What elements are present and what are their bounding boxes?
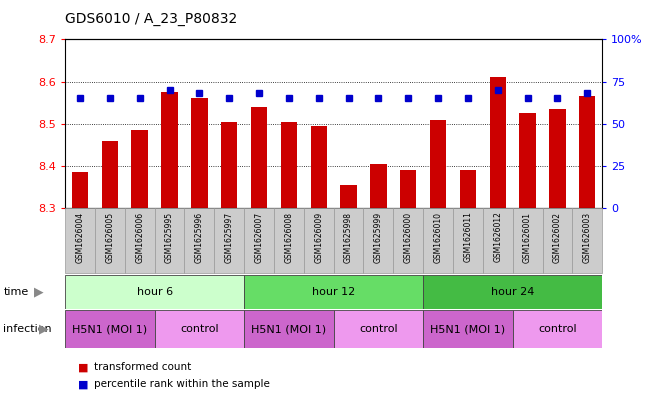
Text: GSM1625995: GSM1625995 bbox=[165, 211, 174, 263]
Text: GSM1626003: GSM1626003 bbox=[583, 211, 592, 263]
Text: control: control bbox=[538, 324, 577, 334]
Text: GSM1626004: GSM1626004 bbox=[76, 211, 85, 263]
Bar bbox=[370, 164, 387, 208]
Text: H5N1 (MOI 1): H5N1 (MOI 1) bbox=[430, 324, 505, 334]
Bar bbox=[340, 185, 357, 208]
Bar bbox=[125, 208, 155, 273]
Bar bbox=[191, 98, 208, 208]
Text: GDS6010 / A_23_P80832: GDS6010 / A_23_P80832 bbox=[65, 12, 238, 26]
Text: H5N1 (MOI 1): H5N1 (MOI 1) bbox=[251, 324, 326, 334]
Bar bbox=[244, 208, 274, 273]
Text: transformed count: transformed count bbox=[94, 362, 191, 373]
Text: GSM1626011: GSM1626011 bbox=[464, 211, 473, 263]
Bar bbox=[423, 275, 602, 309]
Bar bbox=[244, 275, 423, 309]
Bar bbox=[244, 310, 333, 348]
Bar bbox=[572, 208, 602, 273]
Bar bbox=[221, 122, 238, 208]
Bar bbox=[334, 208, 363, 273]
Bar bbox=[423, 310, 513, 348]
Text: GSM1626006: GSM1626006 bbox=[135, 211, 144, 263]
Bar bbox=[542, 208, 572, 273]
Text: hour 6: hour 6 bbox=[137, 287, 173, 297]
Bar bbox=[393, 208, 423, 273]
Bar bbox=[423, 208, 453, 273]
Text: control: control bbox=[359, 324, 398, 334]
Text: control: control bbox=[180, 324, 219, 334]
Bar bbox=[65, 310, 155, 348]
Bar bbox=[95, 208, 125, 273]
Bar bbox=[519, 113, 536, 208]
Text: GSM1626000: GSM1626000 bbox=[404, 211, 413, 263]
Text: ■: ■ bbox=[78, 362, 89, 373]
Text: GSM1626007: GSM1626007 bbox=[255, 211, 264, 263]
Text: GSM1625997: GSM1625997 bbox=[225, 211, 234, 263]
Text: GSM1626009: GSM1626009 bbox=[314, 211, 323, 263]
Text: GSM1626008: GSM1626008 bbox=[284, 211, 294, 263]
Text: GSM1626001: GSM1626001 bbox=[523, 211, 532, 263]
Bar bbox=[65, 275, 244, 309]
Text: GSM1625998: GSM1625998 bbox=[344, 211, 353, 263]
Bar bbox=[549, 109, 566, 208]
Bar bbox=[184, 208, 214, 273]
Bar bbox=[513, 310, 602, 348]
Bar bbox=[400, 170, 417, 208]
Text: GSM1626010: GSM1626010 bbox=[434, 211, 443, 263]
Bar bbox=[65, 208, 95, 273]
Bar bbox=[161, 92, 178, 208]
Bar bbox=[334, 310, 423, 348]
Text: GSM1626005: GSM1626005 bbox=[105, 211, 115, 263]
Text: GSM1625999: GSM1625999 bbox=[374, 211, 383, 263]
Text: GSM1625996: GSM1625996 bbox=[195, 211, 204, 263]
Bar bbox=[311, 126, 327, 208]
Text: GSM1626002: GSM1626002 bbox=[553, 211, 562, 263]
Bar bbox=[102, 141, 118, 208]
Bar bbox=[274, 208, 304, 273]
Bar bbox=[304, 208, 333, 273]
Bar bbox=[281, 122, 297, 208]
Bar bbox=[155, 310, 244, 348]
Bar bbox=[214, 208, 244, 273]
Text: H5N1 (MOI 1): H5N1 (MOI 1) bbox=[72, 324, 147, 334]
Bar bbox=[155, 208, 184, 273]
Text: infection: infection bbox=[3, 324, 52, 334]
Bar bbox=[132, 130, 148, 208]
Text: GSM1626012: GSM1626012 bbox=[493, 211, 502, 263]
Bar bbox=[430, 119, 447, 208]
Bar bbox=[453, 208, 483, 273]
Text: hour 12: hour 12 bbox=[312, 287, 355, 297]
Bar bbox=[483, 208, 513, 273]
Text: ▶: ▶ bbox=[34, 285, 44, 298]
Bar bbox=[579, 96, 596, 208]
Bar bbox=[460, 170, 476, 208]
Text: ▶: ▶ bbox=[39, 323, 49, 336]
Bar bbox=[490, 77, 506, 208]
Bar bbox=[251, 107, 268, 208]
Text: ■: ■ bbox=[78, 379, 89, 389]
Text: percentile rank within the sample: percentile rank within the sample bbox=[94, 379, 270, 389]
Bar bbox=[513, 208, 542, 273]
Text: time: time bbox=[3, 287, 29, 297]
Bar bbox=[363, 208, 393, 273]
Text: hour 24: hour 24 bbox=[491, 287, 534, 297]
Bar bbox=[72, 173, 89, 208]
